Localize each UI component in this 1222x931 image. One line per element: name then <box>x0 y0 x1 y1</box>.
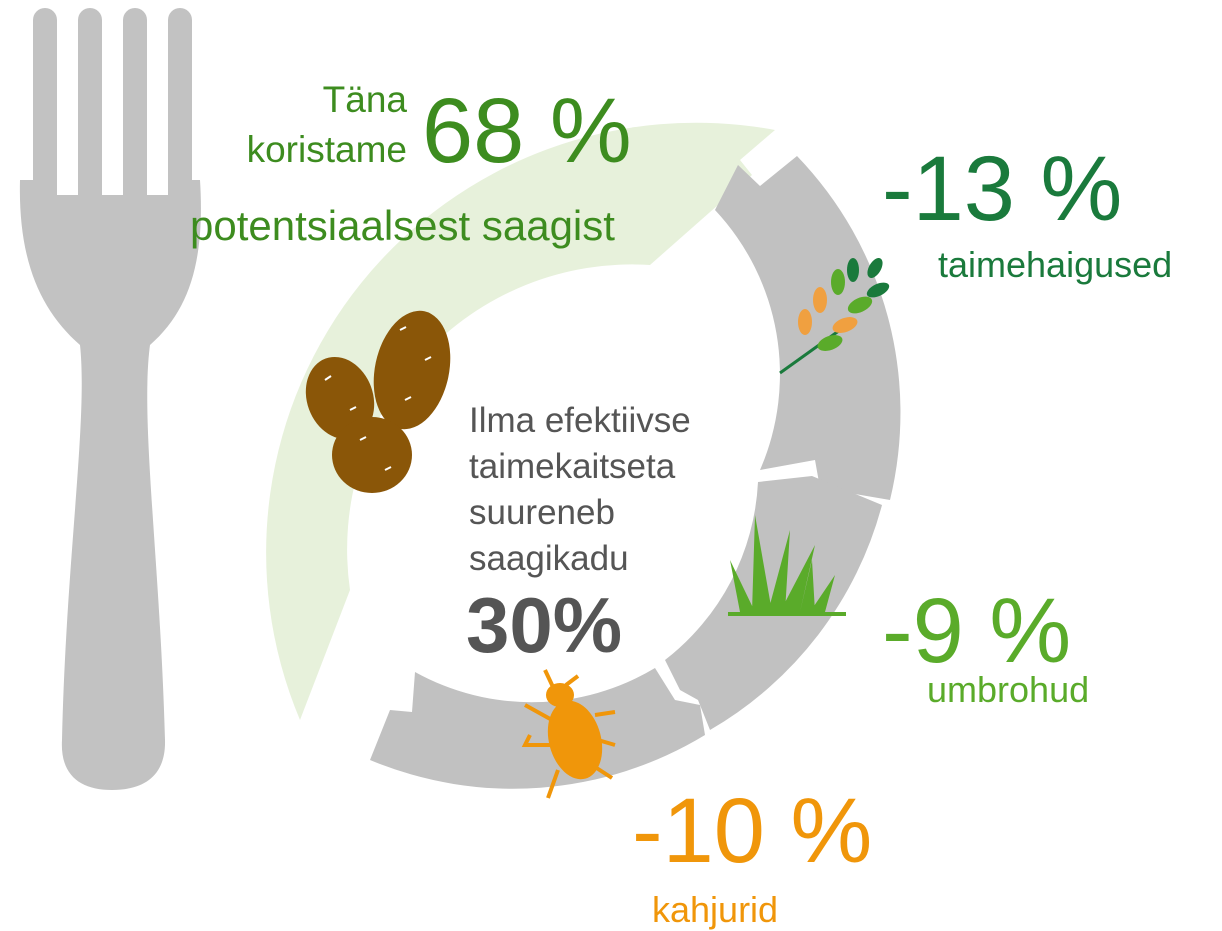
headline-prefix: Täna <box>323 79 408 120</box>
infographic: Täna koristame 68 % potentsiaalsest saag… <box>0 0 1222 931</box>
loss-value: -13 % <box>882 138 1122 240</box>
loss-value: -10 % <box>632 780 872 882</box>
center-text: suureneb <box>469 493 615 532</box>
center-text: taimekaitseta <box>469 447 676 486</box>
headline-suffix: potentsiaalsest saagist <box>190 202 615 249</box>
page: {"headline": {"prefix_1": "Täna", "prefi… <box>0 0 1222 931</box>
loss-label: kahjurid <box>652 889 778 930</box>
center-text: Ilma efektiivse <box>469 401 691 440</box>
center-value: 30% <box>466 581 622 669</box>
headline-prefix: koristame <box>247 129 407 170</box>
loss-label: taimehaigused <box>938 244 1172 285</box>
center-text: saagikadu <box>469 539 629 578</box>
pest-segment <box>370 668 705 789</box>
headline-value: 68 % <box>422 80 632 182</box>
fork-icon <box>20 8 201 790</box>
loss-value: -9 % <box>882 580 1071 682</box>
loss-label: umbrohud <box>927 669 1089 710</box>
